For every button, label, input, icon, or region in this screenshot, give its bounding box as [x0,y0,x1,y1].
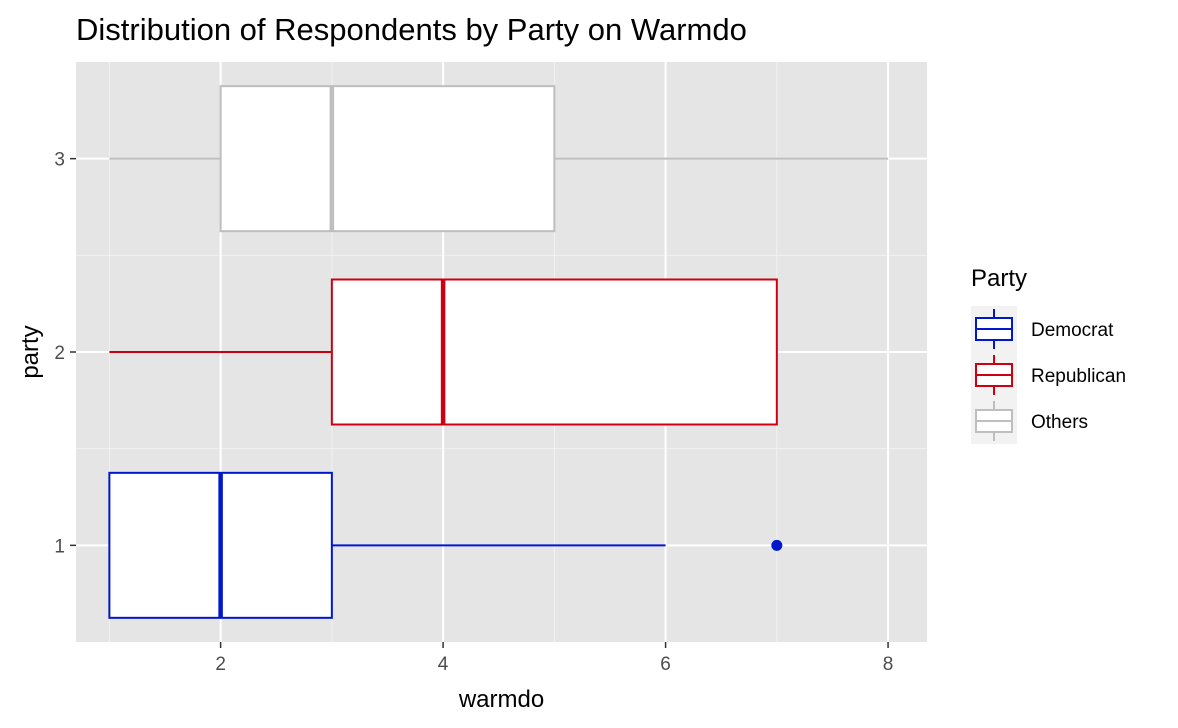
x-axis-title: warmdo [458,686,544,713]
legend-label: Others [1031,412,1088,433]
boxplot-others [109,85,889,233]
outlier-point [771,539,783,551]
y-tick-label: 1 [54,536,65,557]
box-layer [108,85,889,619]
legend-item-others: Others [971,398,1088,444]
boxplot-democrat [108,471,783,619]
axis-layer: 2 4 6 8 1 2 3 [54,150,893,675]
y-tick-label: 2 [54,343,65,364]
legend-label: Republican [1031,366,1126,387]
y-tick-label: 3 [54,150,65,171]
chart-title: Distribution of Respondents by Party on … [76,12,747,47]
x-tick-label: 8 [883,654,894,675]
box-iqr [219,85,556,233]
legend-title: Party [971,265,1027,292]
x-tick-label: 6 [660,654,671,675]
legend-item-republican: Republican [971,352,1126,398]
x-tick-label: 2 [215,654,226,675]
legend-label: Democrat [1031,320,1114,341]
boxplot-republican [109,278,778,426]
legend-item-democrat: Democrat [971,306,1114,352]
box-iqr [330,278,778,426]
x-tick-label: 4 [438,654,449,675]
legend: Party Democrat Republican Others [971,265,1126,444]
y-axis-title: party [17,325,44,378]
